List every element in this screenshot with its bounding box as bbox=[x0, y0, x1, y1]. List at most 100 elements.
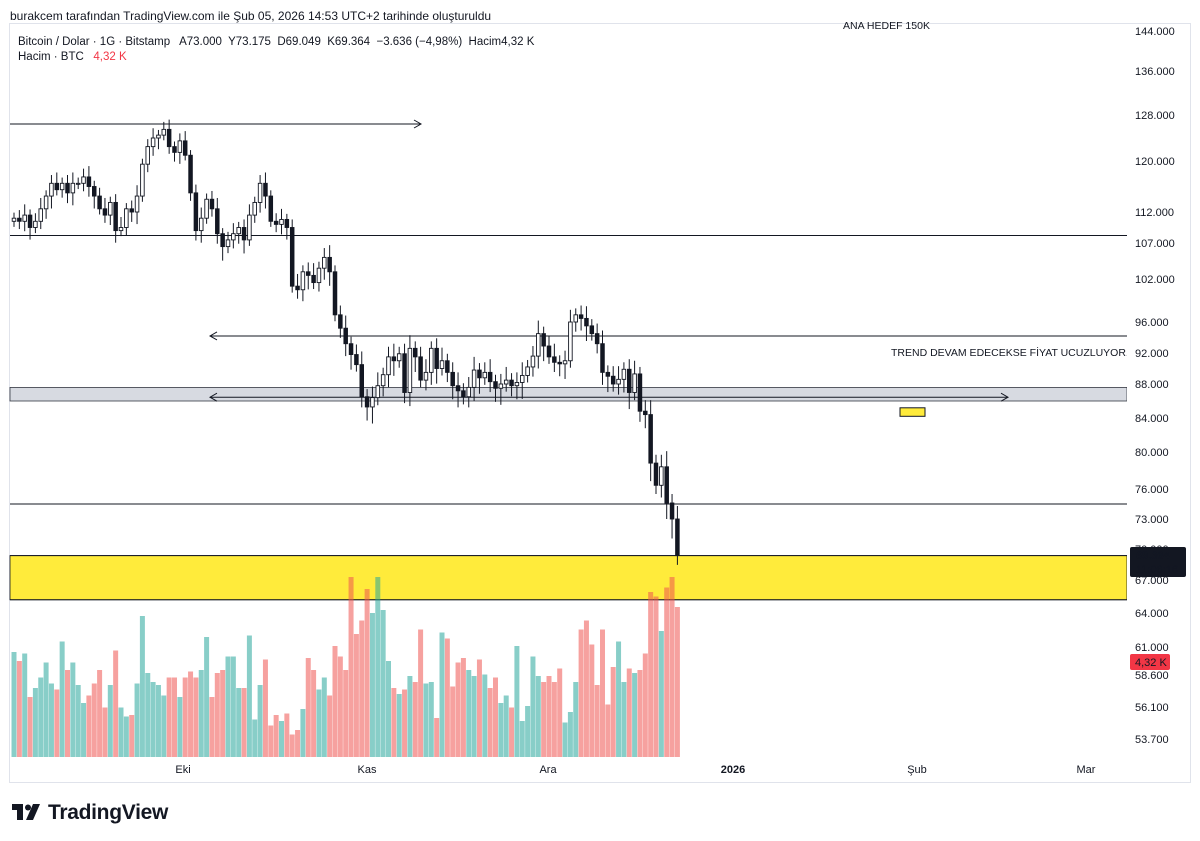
candle-body bbox=[605, 371, 611, 377]
tradingview-logo-text: TradingView bbox=[48, 801, 169, 824]
volume-bar bbox=[364, 589, 370, 757]
candle-body bbox=[231, 233, 236, 241]
candle-body bbox=[11, 217, 17, 222]
candle-body bbox=[22, 214, 27, 222]
candle-body bbox=[562, 360, 568, 365]
volume-bar bbox=[476, 659, 482, 757]
volume-bar bbox=[632, 673, 638, 757]
candle-body bbox=[418, 356, 423, 381]
volume-bar bbox=[300, 709, 306, 757]
y-tick-label: 73.000 bbox=[1135, 514, 1169, 526]
highlight-box bbox=[899, 407, 926, 417]
volume-bar bbox=[129, 715, 135, 757]
candle-body bbox=[124, 208, 129, 228]
candle-body bbox=[268, 195, 274, 222]
candle-body bbox=[156, 134, 161, 139]
y-tick-label: 112.000 bbox=[1135, 207, 1174, 219]
volume-bar bbox=[246, 635, 252, 757]
volume-bar bbox=[22, 653, 28, 757]
candle-body bbox=[327, 256, 332, 273]
volume-bar bbox=[594, 685, 600, 757]
candle-body bbox=[396, 353, 402, 362]
candle-body bbox=[343, 327, 348, 345]
volume-bar bbox=[305, 658, 311, 757]
candle-body bbox=[348, 343, 354, 356]
symbol-title[interactable]: Bitcoin / Dolar · 1G · Bitstamp bbox=[18, 36, 171, 48]
candle-body bbox=[279, 218, 284, 225]
candle-body bbox=[43, 195, 49, 210]
tradingview-logo[interactable]: TradingView bbox=[12, 801, 168, 825]
candle-body bbox=[434, 347, 439, 369]
volume-bar bbox=[139, 616, 145, 757]
candle-body bbox=[177, 140, 183, 153]
volume-bar bbox=[209, 697, 215, 757]
candle-body bbox=[54, 182, 60, 191]
candle-body bbox=[257, 182, 263, 203]
volume-bar bbox=[444, 638, 450, 757]
volume-tag-bg bbox=[1130, 654, 1170, 670]
candle-body bbox=[627, 368, 632, 393]
candle-body bbox=[215, 208, 220, 235]
candle-body bbox=[166, 128, 172, 148]
candle-body bbox=[423, 371, 429, 381]
range-arrow-left bbox=[208, 392, 218, 402]
volume-bar bbox=[59, 641, 65, 757]
volume-bar bbox=[407, 676, 413, 757]
volume-bar bbox=[332, 646, 338, 757]
volume-bar bbox=[482, 674, 488, 757]
volume-bar bbox=[107, 685, 113, 757]
candle-body bbox=[546, 345, 552, 358]
candle-body bbox=[402, 353, 407, 393]
y-tick-label: 58.600 bbox=[1135, 670, 1169, 682]
volume-bar bbox=[230, 656, 236, 757]
volume-bar bbox=[648, 592, 654, 757]
volume-bar bbox=[418, 629, 424, 757]
range-arrow-right bbox=[1000, 392, 1010, 402]
candle-body bbox=[616, 378, 621, 385]
volume-bar bbox=[118, 707, 124, 757]
candle-body bbox=[407, 347, 413, 393]
candle-body bbox=[204, 198, 209, 219]
volume-bar bbox=[166, 677, 172, 757]
volume-series-value: 4,32 K bbox=[93, 51, 127, 63]
candle-body bbox=[38, 208, 44, 222]
volume-bar bbox=[637, 670, 643, 757]
volume-bar bbox=[546, 676, 552, 757]
candle-body bbox=[306, 271, 311, 276]
candle-body bbox=[643, 410, 648, 416]
candle-body bbox=[386, 356, 391, 376]
candle-body bbox=[289, 227, 295, 287]
candle-body bbox=[455, 385, 461, 392]
candle-body bbox=[209, 198, 215, 210]
volume-bar bbox=[262, 659, 268, 757]
candle-body bbox=[300, 271, 306, 291]
volume-bar bbox=[514, 646, 520, 757]
volume-bar bbox=[97, 670, 103, 757]
y-tick-label: 88.000 bbox=[1135, 379, 1169, 391]
volume-bar bbox=[519, 721, 525, 757]
candle-body bbox=[503, 379, 509, 385]
candle-body bbox=[97, 195, 102, 210]
ohlc-change: −3.636 (−4,98%) bbox=[376, 36, 463, 48]
candle-body bbox=[338, 314, 343, 329]
volume-bar bbox=[86, 695, 92, 757]
volume-bar bbox=[567, 712, 573, 757]
x-tick-label: Eki bbox=[175, 764, 190, 776]
chart-caption: burakcem tarafından TradingView.com ile … bbox=[10, 9, 492, 23]
volume-bar bbox=[225, 656, 231, 757]
volume-series-label[interactable]: Hacim · BTC bbox=[18, 51, 84, 63]
candle-body bbox=[150, 137, 156, 148]
chart-frame bbox=[9, 23, 1191, 783]
volume-bar bbox=[658, 631, 664, 757]
candle-body bbox=[108, 201, 113, 216]
candle-body bbox=[632, 373, 637, 393]
candle-body bbox=[17, 217, 22, 222]
volume-bar bbox=[562, 722, 568, 757]
target-annotation: ANA HEDEF 150K bbox=[843, 20, 930, 32]
candle-body bbox=[359, 364, 365, 398]
candle-body bbox=[102, 208, 108, 216]
volume-bar bbox=[471, 676, 477, 757]
candle-body bbox=[91, 186, 97, 197]
volume-bar bbox=[391, 688, 397, 757]
